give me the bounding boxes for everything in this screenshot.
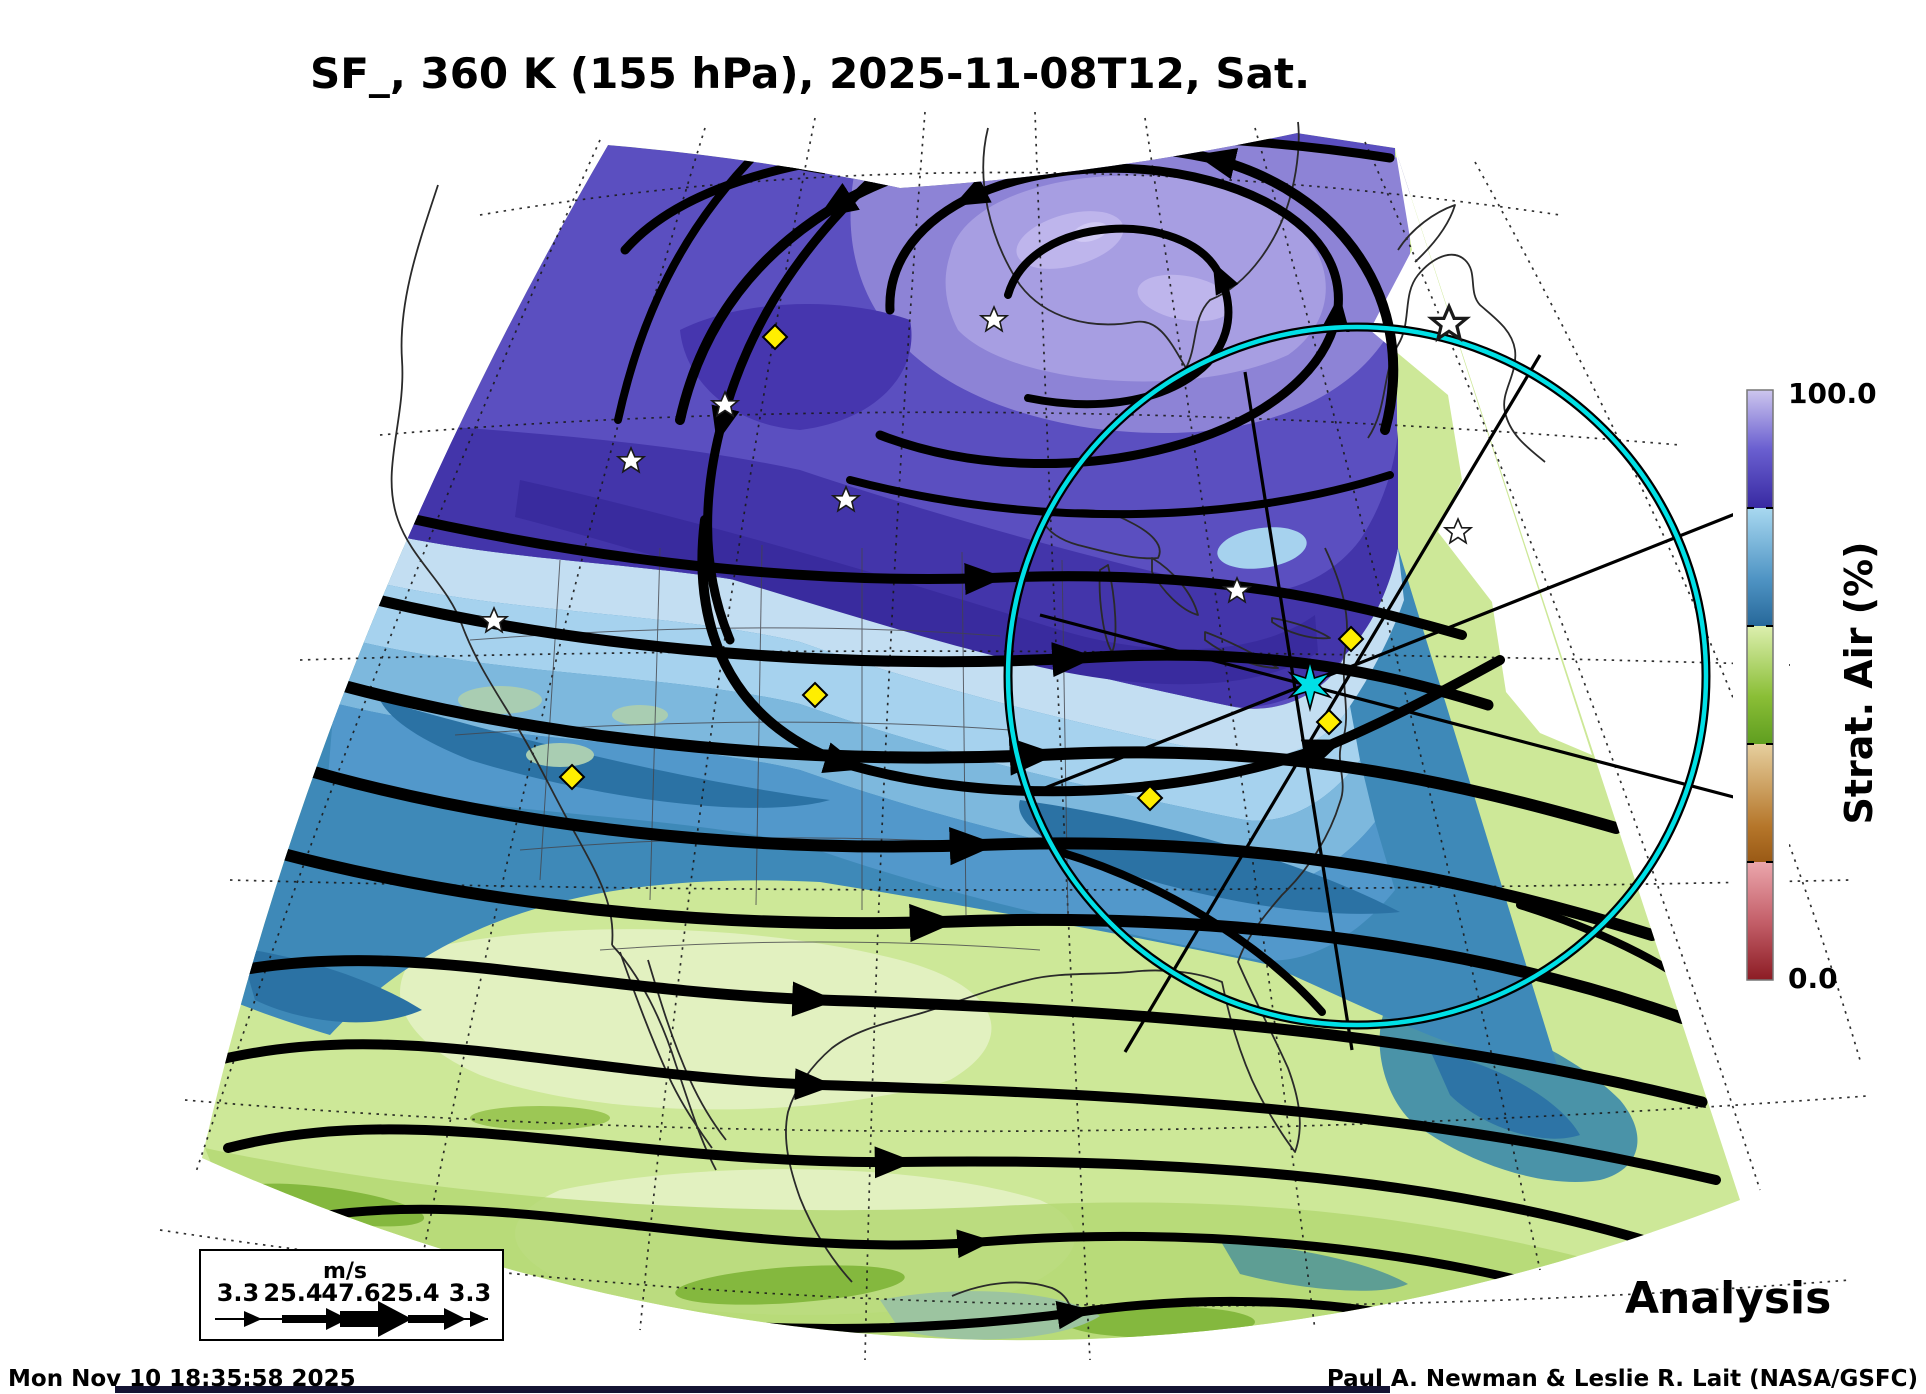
legend-value-3: 25.4 xyxy=(380,1279,439,1307)
colorbar-axis-label: Strat. Air (%) xyxy=(1837,542,1881,825)
credit-line: Paul A. Newman & Leslie R. Lait (NASA/GS… xyxy=(1327,1366,1918,1392)
analysis-label: Analysis xyxy=(1625,1273,1831,1324)
legend-value-2: 47.6 xyxy=(321,1279,380,1307)
colorbar-min-label: 0.0 xyxy=(1788,962,1838,995)
clipped-map-edge xyxy=(115,1386,1390,1393)
colorbar-max-label: 100.0 xyxy=(1788,377,1877,410)
track-lines xyxy=(1039,354,1746,1053)
legend-value-1: 25.4 xyxy=(263,1279,322,1307)
legend-arrow-glyphs xyxy=(215,1301,488,1337)
wind-streamlines xyxy=(205,133,1721,1341)
legend-value-4: 3.3 xyxy=(449,1279,492,1307)
colorbar-gradient xyxy=(1746,389,1774,981)
generated-timestamp: Mon Nov 10 18:35:58 2025 xyxy=(8,1366,356,1392)
figure-title: SF_, 360 K (155 hPa), 2025-11-08T12, Sat… xyxy=(310,49,1310,98)
legend-value-0: 3.3 xyxy=(217,1279,260,1307)
colorbar: 100.0 0.0 Strat. Air (%) xyxy=(1733,377,1881,995)
legend-units: m/s xyxy=(323,1259,367,1284)
wind-speed-legend: m/s 3.3 25.4 47.6 25.4 3.3 xyxy=(199,1249,504,1341)
range-circle xyxy=(1003,322,1711,1030)
